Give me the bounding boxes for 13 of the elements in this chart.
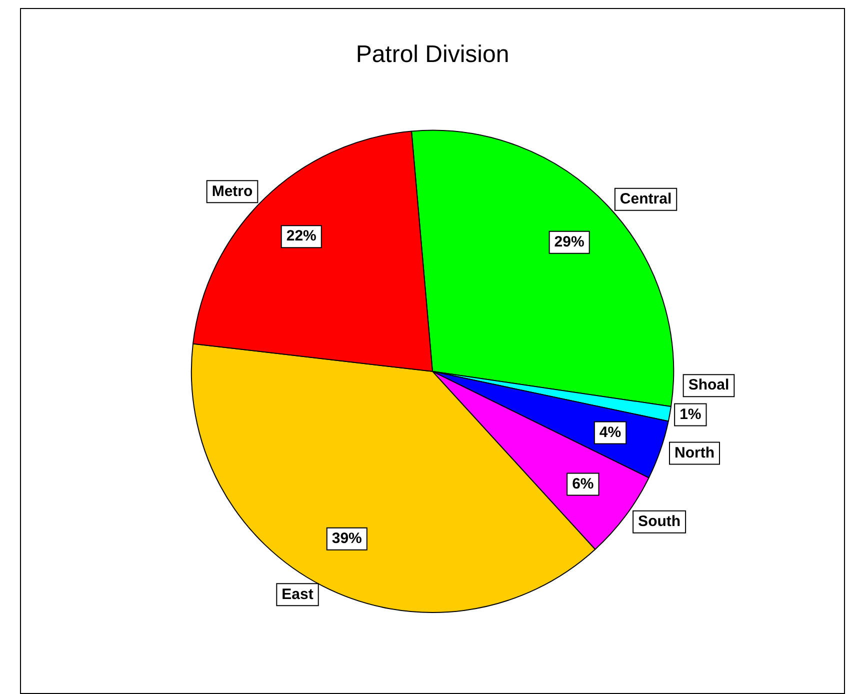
data-label: 22% [286,228,316,245]
slice-label: Shoal [688,376,730,394]
data-label: 6% [572,475,594,492]
data-label: 29% [554,234,584,251]
slice-label: Central [620,190,672,208]
data-label: 1% [680,406,702,423]
slice-label: South [638,513,681,530]
data-label: 39% [332,530,362,547]
slice-label: East [282,586,314,603]
chart-title: Patrol Division [356,41,510,68]
slice-label: North [674,444,714,462]
slice-label: Metro [212,182,253,200]
data-label: 4% [599,424,622,441]
